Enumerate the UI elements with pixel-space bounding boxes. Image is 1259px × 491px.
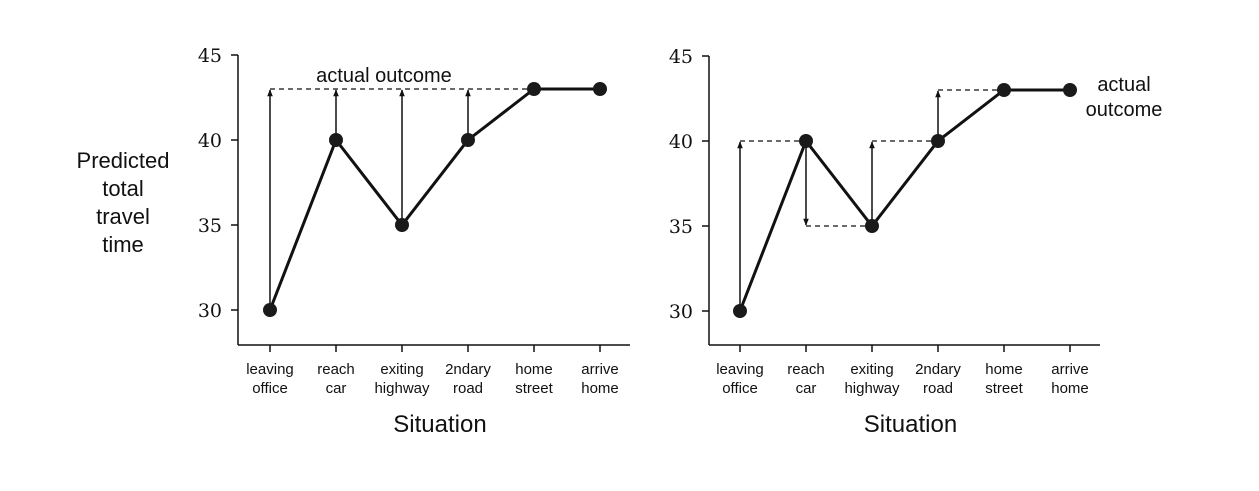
x-tick-label: 2ndary road: [445, 361, 491, 397]
x-axis-title: Situation: [393, 411, 486, 438]
y-tick-label: 45: [669, 46, 693, 68]
y-tick-label: 30: [669, 301, 693, 323]
actual-outcome-label: actual outcome: [1086, 74, 1163, 121]
data-point: [395, 218, 409, 232]
x-axis-title: Situation: [864, 411, 957, 438]
y-axis-title: Predicted total travel time: [77, 148, 170, 257]
data-point: [865, 219, 879, 233]
x-tick-label: leaving office: [716, 361, 764, 397]
x-tick-label: home street: [515, 361, 553, 397]
y-tick-label: 45: [198, 45, 222, 67]
y-tick-label: 35: [669, 216, 693, 238]
data-point: [329, 133, 343, 147]
data-point: [931, 134, 945, 148]
x-tick-label: exiting highway: [844, 361, 900, 397]
x-tick-label: reach car: [317, 361, 355, 397]
x-tick-label: reach car: [787, 361, 825, 397]
data-point: [1063, 83, 1077, 97]
prediction-line: [738, 88, 1070, 312]
x-tick-label: 2ndary road: [915, 361, 961, 397]
x-tick-label: arrive home: [581, 361, 619, 397]
prediction-line: [268, 87, 600, 311]
data-point: [799, 134, 813, 148]
data-point: [527, 82, 541, 96]
x-tick-label: leaving office: [246, 361, 294, 397]
data-point: [461, 133, 475, 147]
y-tick-label: 30: [198, 300, 222, 322]
data-point: [997, 83, 1011, 97]
x-tick-label: arrive home: [1051, 361, 1089, 397]
data-point: [733, 304, 747, 318]
x-tick-label: home street: [985, 361, 1023, 397]
y-tick-label: 40: [198, 130, 222, 152]
actual-outcome-label: actual outcome: [316, 65, 452, 87]
chart-panel-1: 30 35 40 45 leaving office reach car exiting high…: [77, 45, 630, 438]
y-tick-label: 35: [198, 215, 222, 237]
x-tick-label: exiting highway: [374, 361, 430, 397]
chart-panel-2: 30 35 40 45 leaving office reach car exiting high…: [669, 46, 1163, 438]
y-tick-label: 40: [669, 131, 693, 153]
data-point: [263, 303, 277, 317]
data-point: [593, 82, 607, 96]
